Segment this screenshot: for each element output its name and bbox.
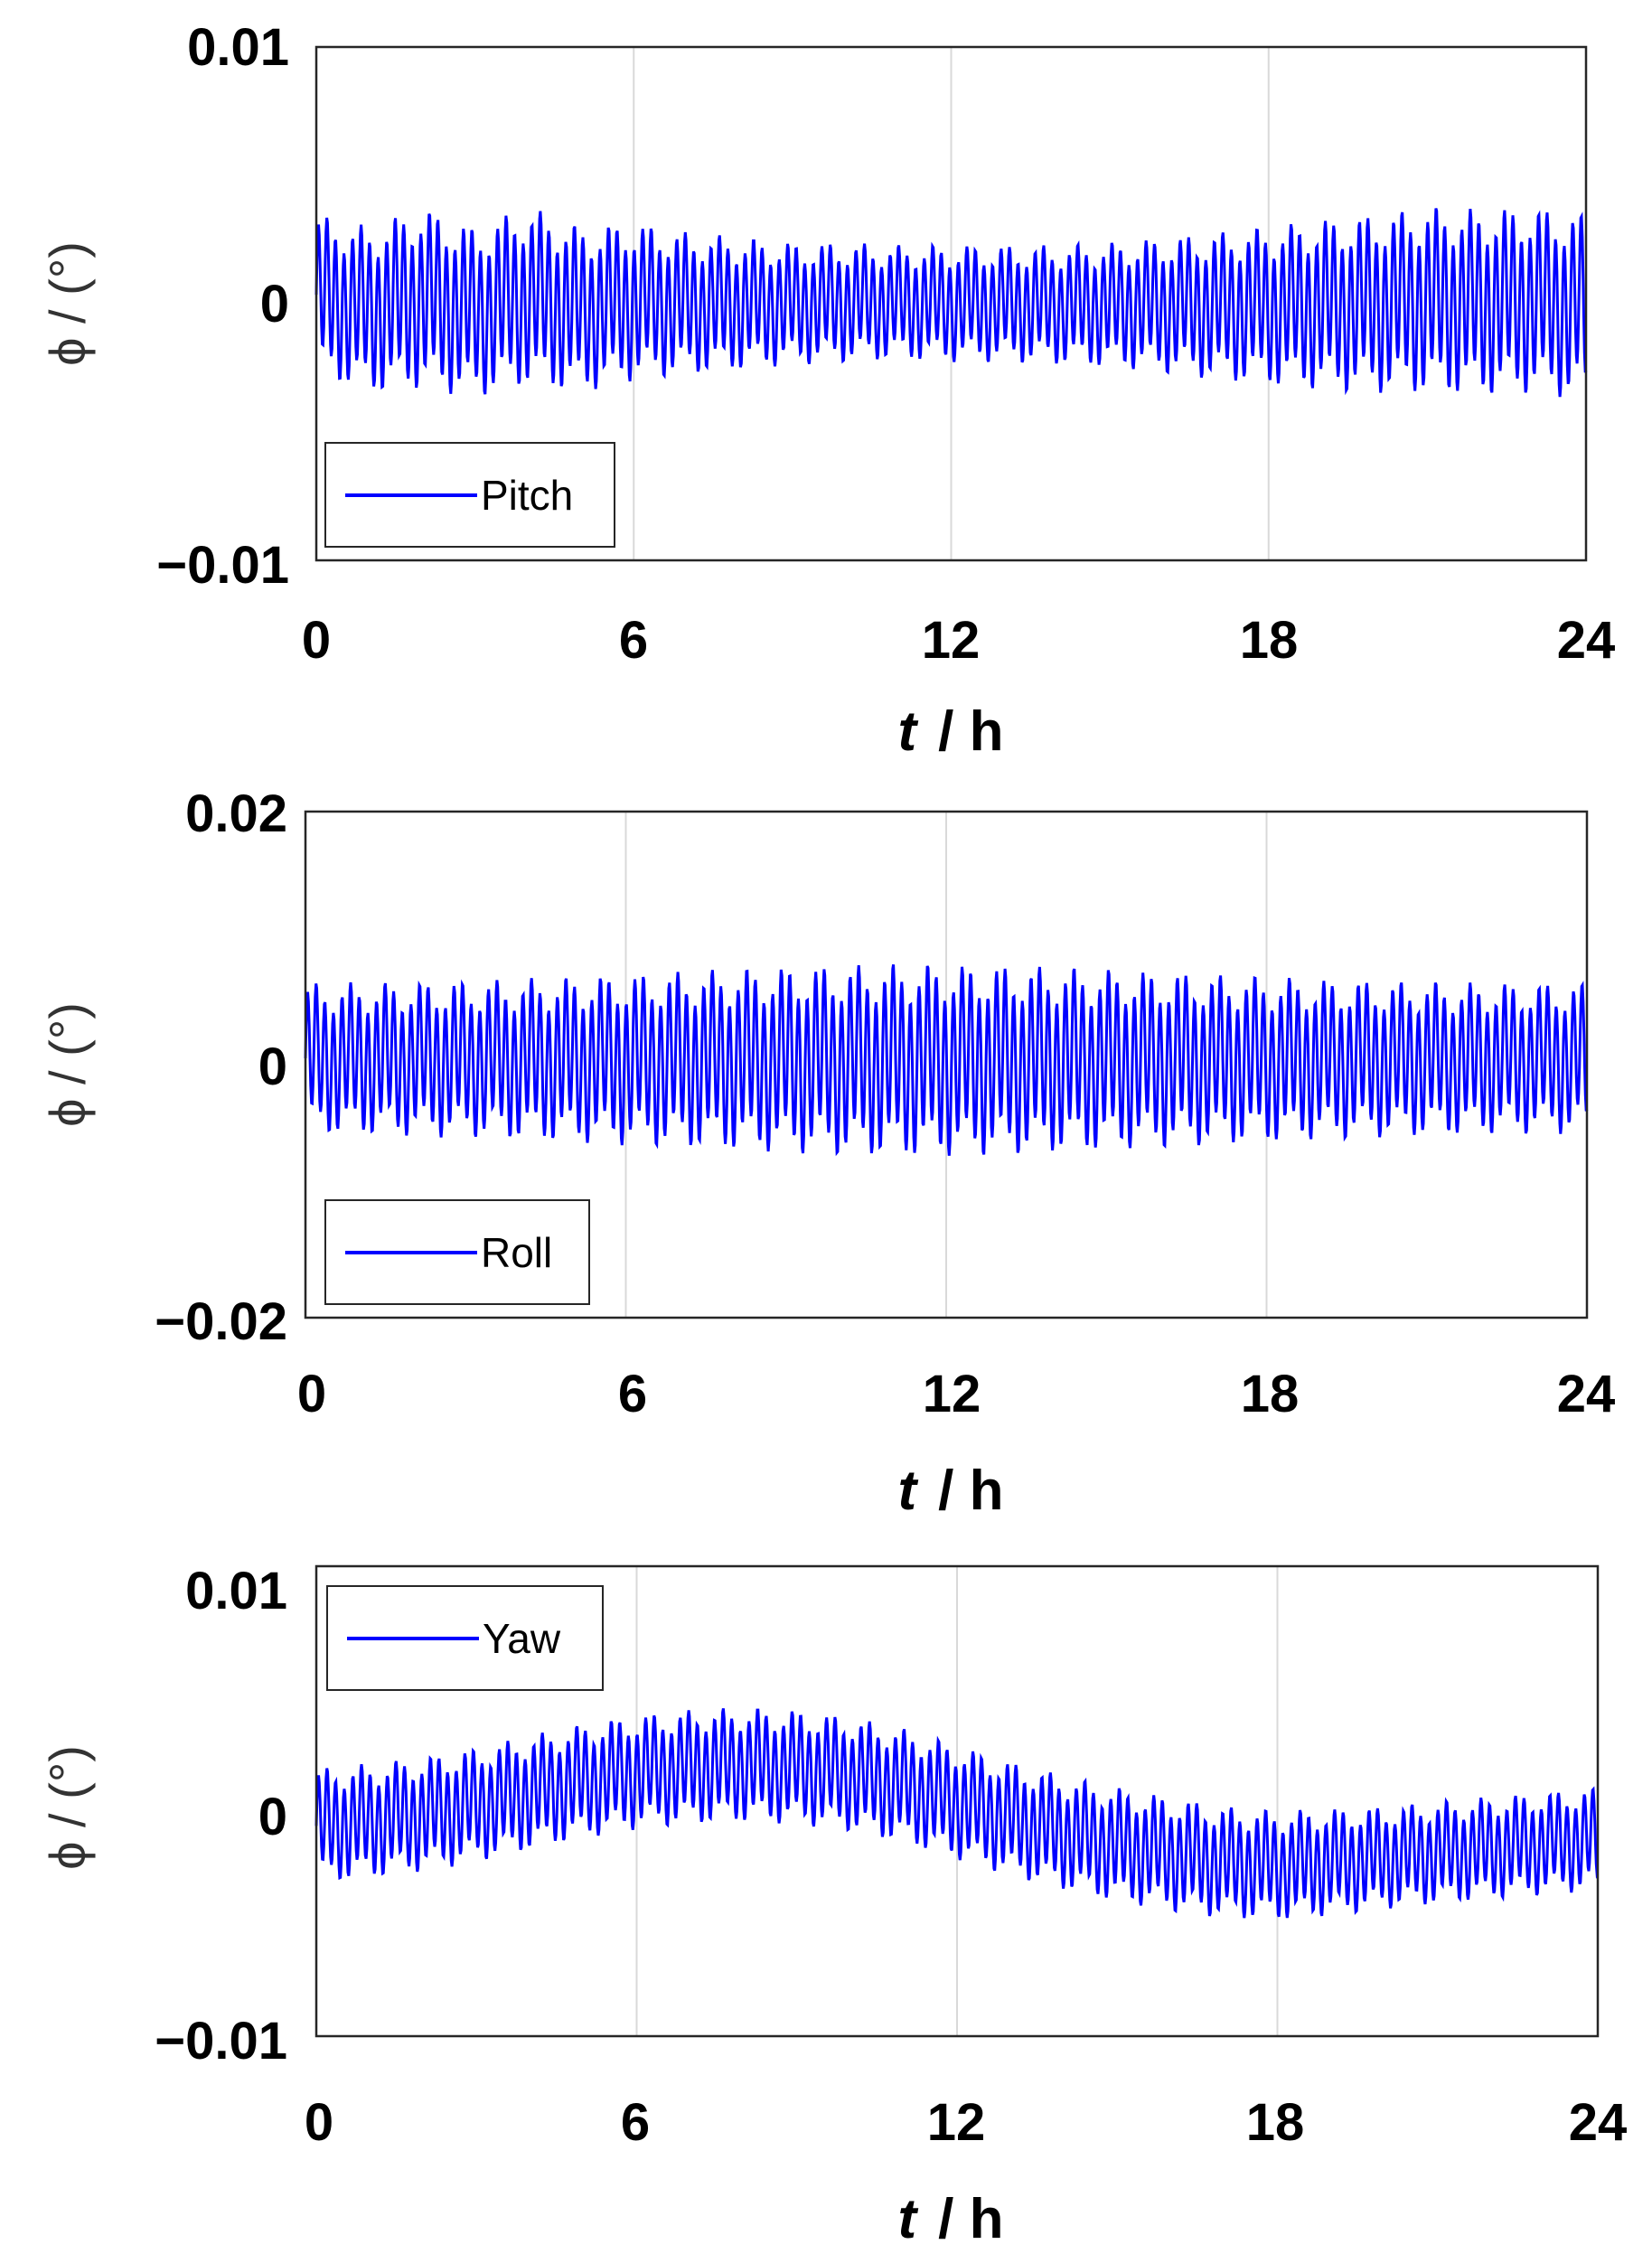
x-axis-label: t / h (898, 700, 1004, 763)
y-tick-labels: 0.02 0 −0.02 (155, 784, 287, 1351)
x-tick-label: 6 (618, 1365, 647, 1423)
x-tick-labels: 0 6 12 18 24 (302, 611, 1615, 670)
x-axis-label: t / h (898, 2188, 1004, 2250)
y-tick-labels: 0.01 0 −0.01 (156, 18, 289, 595)
x-tick-label: 0 (302, 611, 331, 670)
y-axis-label: ϕ / (°) (39, 1002, 96, 1127)
x-axis-unit: / h (938, 2188, 1003, 2250)
data-traces (314, 1566, 1600, 2036)
x-tick-label: 0 (297, 1365, 326, 1423)
data-traces (304, 812, 1589, 1318)
panel-pitch: 0.01 0 −0.01 0 6 12 18 24 t / h ϕ / (°) P… (39, 18, 1615, 763)
legend-label-pitch: Pitch (481, 472, 573, 519)
y-tick-label: 0.01 (187, 18, 289, 77)
plot-frame (314, 45, 1588, 562)
y-tick-label: 0.01 (185, 1562, 287, 1620)
x-tick-label: 6 (621, 2093, 650, 2152)
y-tick-label: 0.02 (185, 784, 287, 843)
y-tick-label: 0 (260, 275, 289, 333)
x-tick-label: 12 (927, 2093, 986, 2152)
data-traces (314, 47, 1588, 560)
y-tick-label: −0.01 (155, 2012, 287, 2071)
x-tick-label: 12 (922, 611, 981, 670)
legend: Pitch (324, 442, 615, 548)
x-axis-variable: t (898, 2188, 919, 2250)
x-tick-label: 24 (1557, 611, 1616, 670)
x-tick-label: 12 (923, 1365, 981, 1423)
x-axis-unit: / h (938, 1460, 1003, 1522)
y-tick-label: 0 (258, 1788, 287, 1846)
y-tick-labels: 0.01 0 −0.01 (155, 1562, 287, 2071)
panel-roll: 0.02 0 −0.02 0 6 12 18 24 t / h ϕ / (°) R… (39, 784, 1615, 1522)
x-axis-label: t / h (898, 1460, 1004, 1522)
x-tick-label: 0 (305, 2093, 333, 2152)
x-axis-variable: t (898, 1460, 919, 1522)
series-line-yaw (314, 1708, 1600, 1919)
plot-frame (304, 810, 1589, 1319)
panel-yaw: 0.01 0 −0.01 0 6 12 18 24 t / h ϕ / (°) Y… (39, 1562, 1627, 2250)
x-axis-variable: t (898, 700, 919, 763)
x-tick-label: 24 (1569, 2093, 1628, 2152)
y-tick-label: 0 (258, 1038, 287, 1096)
y-axis-label: ϕ / (°) (39, 1745, 96, 1870)
x-axis-unit: / h (938, 700, 1003, 763)
series-line-roll (304, 964, 1589, 1157)
series-line-pitch (314, 208, 1588, 398)
y-tick-label: −0.01 (156, 536, 289, 595)
y-axis-label: ϕ / (°) (39, 241, 96, 366)
legend-label-yaw: Yaw (483, 1615, 561, 1662)
x-tick-label: 6 (619, 611, 648, 670)
x-tick-label: 18 (1246, 2093, 1305, 2152)
legend-label-roll: Roll (481, 1229, 552, 1276)
x-tick-label: 18 (1240, 611, 1299, 670)
y-tick-label: −0.02 (155, 1292, 287, 1351)
x-tick-labels: 0 6 12 18 24 (297, 1365, 1615, 1423)
x-tick-labels: 0 6 12 18 24 (305, 2093, 1627, 2152)
plot-frame (314, 1564, 1600, 2038)
x-tick-label: 24 (1557, 1365, 1616, 1423)
x-tick-label: 18 (1241, 1365, 1300, 1423)
legend: Roll (324, 1199, 590, 1305)
legend: Yaw (326, 1585, 604, 1691)
